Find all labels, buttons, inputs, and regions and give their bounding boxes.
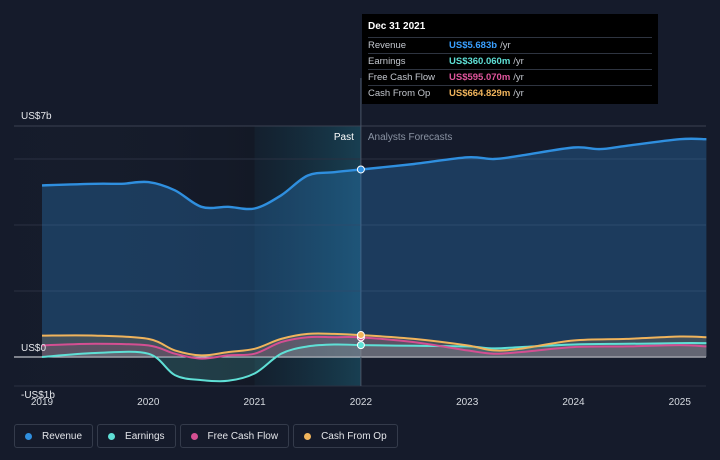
legend-item-revenue[interactable]: Revenue	[14, 424, 94, 448]
tooltip-row-value: US$595.070m	[449, 72, 511, 83]
chart: US$7b US$0 -US$1b Past Analysts Forecasts 201…	[0, 78, 707, 408]
legend-swatch	[190, 432, 198, 440]
series-line-revenue	[41, 137, 707, 211]
past-label: Past	[334, 132, 354, 143]
y-label-top: US$7b	[21, 111, 52, 122]
tooltip-row-cash-from-op: Cash From Op US$664.829m /yr	[368, 85, 652, 101]
area-revenue	[42, 138, 707, 357]
tooltip-row-unit: /yr	[500, 40, 511, 51]
legend: Revenue Earnings Free Cash Flow Cash Fro…	[14, 424, 398, 448]
legend-item-earnings[interactable]: Earnings	[97, 424, 176, 448]
marker-revenue	[356, 165, 365, 174]
legend-item-cash-from-op[interactable]: Cash From Op	[293, 424, 398, 448]
tooltip-row-unit: /yr	[513, 72, 524, 83]
legend-label: Cash From Op	[321, 430, 387, 442]
x-tick-label: 2021	[243, 397, 266, 408]
legend-label: Earnings	[125, 430, 165, 442]
legend-swatch	[25, 432, 32, 440]
tooltip-row-label: Cash From Op	[368, 88, 431, 99]
tooltip: Dec 31 2021 Revenue US$5.683b /yr Earnin…	[362, 14, 658, 104]
legend-swatch	[304, 432, 312, 440]
tooltip-row-value: US$5.683b	[449, 40, 498, 51]
x-tick-label: 2020	[137, 397, 160, 408]
forecast-label: Analysts Forecasts	[368, 132, 452, 143]
tooltip-row-value: US$360.060m	[449, 56, 511, 67]
series-line-free-cash-flow	[41, 335, 707, 360]
legend-swatch	[108, 432, 116, 440]
tooltip-row-label: Earnings	[368, 56, 406, 67]
legend-label: Free Cash Flow	[207, 430, 279, 442]
y-label-zero: US$0	[21, 343, 46, 354]
x-tick-label: 2023	[456, 397, 479, 408]
area-free-cash-flow	[42, 336, 707, 359]
series-line-earnings	[41, 342, 707, 383]
tooltip-row-label: Revenue	[368, 40, 407, 51]
x-tick-label: 2024	[562, 397, 585, 408]
tooltip-row-revenue: Revenue US$5.683b /yr	[368, 37, 652, 53]
area-earnings	[42, 343, 707, 382]
y-label-bottom: -US$1b	[21, 390, 55, 401]
tooltip-row-earnings: Earnings US$360.060m /yr	[368, 53, 652, 69]
legend-label: Revenue	[42, 430, 83, 442]
tooltip-row-unit: /yr	[513, 88, 524, 99]
legend-item-free-cash-flow[interactable]: Free Cash Flow	[179, 424, 290, 448]
tooltip-row-label: Free Cash Flow	[368, 72, 436, 83]
x-tick-label: 2025	[669, 397, 692, 408]
tooltip-row-value: US$664.829m	[449, 88, 511, 99]
x-tick-label: 2022	[350, 397, 373, 408]
tooltip-date: Dec 31 2021	[368, 21, 426, 32]
marker-cash-from-op	[356, 331, 365, 340]
tooltip-row-free-cash-flow: Free Cash Flow US$595.070m /yr	[368, 69, 652, 85]
x-tick-label: 2019	[31, 397, 54, 408]
series-line-cash-from-op	[41, 332, 707, 357]
marker-earnings	[356, 341, 365, 350]
tooltip-row-unit: /yr	[513, 56, 524, 67]
